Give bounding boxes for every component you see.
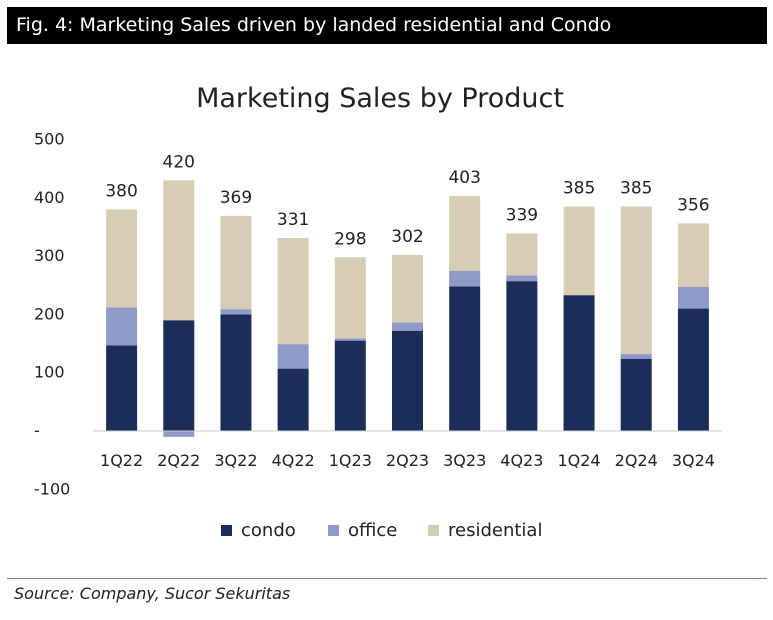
total-label: 385 — [620, 179, 652, 199]
bar-segment-office — [506, 275, 538, 282]
bar-segment-office — [106, 307, 138, 346]
bar-segment-residential — [220, 215, 252, 310]
total-label: 339 — [506, 205, 538, 225]
legend-label-office: office — [348, 520, 397, 541]
x-tick-label: 3Q22 — [214, 451, 257, 470]
bar-segment-office — [163, 431, 195, 437]
bar-segment-condo — [277, 368, 309, 431]
bar-segment-residential — [277, 238, 309, 345]
bar-segment-office — [449, 270, 481, 287]
bar-segment-condo — [620, 358, 652, 431]
source-divider — [7, 578, 767, 579]
total-label: 302 — [391, 227, 423, 247]
total-label: 369 — [220, 188, 252, 208]
x-tick-label: 2Q24 — [615, 451, 658, 470]
stacked-bar-chart: Marketing Sales by Product 500 400 300 200 1… — [34, 83, 722, 541]
total-label: 380 — [105, 181, 137, 201]
bar-segment-residential — [506, 233, 538, 276]
total-label: 356 — [677, 195, 709, 215]
y-tick-label: 100 — [34, 363, 65, 382]
bar-segment-condo — [334, 340, 366, 431]
bar-segment-office — [220, 309, 252, 315]
bar-segment-residential — [392, 254, 423, 323]
bar-segment-residential — [163, 180, 195, 321]
y-axis: 500 400 300 200 100 - -100 — [34, 130, 70, 499]
bar-segment-residential — [563, 206, 595, 296]
source-note: Source: Company, Sucor Sekuritas — [14, 584, 291, 603]
bar-segment-condo — [449, 286, 481, 431]
bar-segment-condo — [163, 320, 195, 431]
y-tick-label: 300 — [34, 246, 65, 265]
bar-segment-office — [677, 286, 709, 309]
bar-segment-condo — [563, 295, 595, 431]
bar-segment-residential — [620, 206, 652, 355]
bar-segment-office — [277, 344, 309, 369]
total-label: 298 — [334, 229, 366, 249]
bar-segment-residential — [677, 223, 709, 287]
bar-segment-residential — [449, 196, 481, 271]
chart-title: Marketing Sales by Product — [196, 83, 564, 114]
legend-label-residential: residential — [448, 520, 542, 541]
legend-swatch-residential — [428, 525, 439, 536]
total-label: 420 — [163, 152, 195, 172]
figure-header: Fig. 4: Marketing Sales driven by landed… — [7, 7, 767, 44]
y-tick-label: 500 — [34, 130, 65, 149]
total-label: 403 — [448, 168, 480, 188]
x-tick-label: 3Q24 — [672, 451, 715, 470]
legend-swatch-office — [328, 525, 339, 536]
total-labels: 380 420 369 331 298 302 403 339 385 385 356 — [105, 152, 709, 249]
x-tick-label: 2Q22 — [157, 451, 200, 470]
total-label: 331 — [277, 210, 309, 230]
legend-swatch-condo — [221, 525, 232, 536]
x-tick-label: 4Q23 — [500, 451, 543, 470]
bar-segment-condo — [106, 345, 138, 431]
bar-segment-residential — [106, 209, 138, 308]
x-tick-label: 3Q23 — [443, 451, 486, 470]
x-tick-label: 4Q22 — [272, 451, 315, 470]
x-tick-label: 1Q22 — [100, 451, 143, 470]
bar-segment-condo — [506, 281, 538, 431]
bar-segment-condo — [220, 314, 252, 431]
bar-segment-office — [392, 322, 423, 331]
bar-segment-condo — [677, 308, 709, 431]
bar-segment-condo — [392, 330, 423, 431]
y-tick-label: 200 — [34, 304, 65, 323]
bar-segment-office — [620, 354, 652, 359]
bar-segment-office — [334, 338, 366, 341]
bars — [106, 180, 709, 437]
x-tick-label: 1Q23 — [329, 451, 372, 470]
legend: condo office residential — [221, 520, 542, 541]
y-tick-label: -100 — [34, 479, 70, 498]
legend-label-condo: condo — [241, 520, 296, 541]
x-axis: 1Q22 2Q22 3Q22 4Q22 1Q23 2Q23 3Q23 4Q23 1Q24 2Q24… — [100, 451, 715, 470]
x-tick-label: 1Q24 — [557, 451, 600, 470]
y-tick-label: 400 — [34, 188, 65, 207]
bar-segment-residential — [334, 257, 366, 339]
total-label: 385 — [563, 179, 595, 199]
y-tick-label: - — [34, 421, 40, 440]
x-tick-label: 2Q23 — [386, 451, 429, 470]
